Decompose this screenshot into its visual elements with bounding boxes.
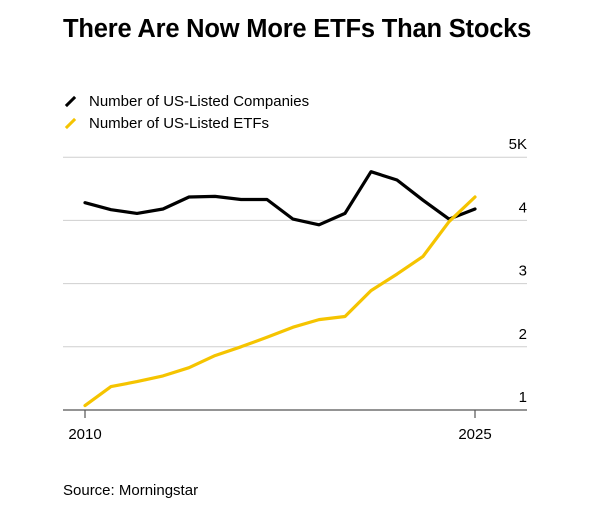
y-tick-label-3: 3 (519, 263, 527, 280)
x-tick-label-2025: 2025 (458, 426, 491, 443)
x-tick-label-2010: 2010 (68, 426, 101, 443)
series-line-etfs (83, 195, 477, 408)
legend: Number of US-Listed Companies Number of … (63, 90, 309, 134)
source-note: Source: Morningstar (63, 482, 199, 499)
gridlines (63, 156, 527, 348)
series-lines (83, 170, 477, 408)
y-tick-label-2: 2 (519, 326, 527, 343)
series-line-companies (83, 170, 477, 227)
legend-label-etfs: Number of US-Listed ETFs (89, 114, 270, 132)
x-axis: 2010 2025 (63, 409, 527, 443)
y-tick-label-4: 4 (519, 199, 527, 216)
y-axis-labels: 1 2 3 4 5K (509, 136, 527, 406)
legend-item-etfs: Number of US-Listed ETFs (63, 112, 309, 134)
legend-item-companies: Number of US-Listed Companies (63, 90, 309, 112)
legend-label-companies: Number of US-Listed Companies (89, 92, 310, 110)
chart-title: There Are Now More ETFs Than Stocks (63, 15, 532, 43)
y-tick-label-5K: 5K (509, 136, 527, 153)
y-tick-label-1: 1 (519, 389, 527, 406)
